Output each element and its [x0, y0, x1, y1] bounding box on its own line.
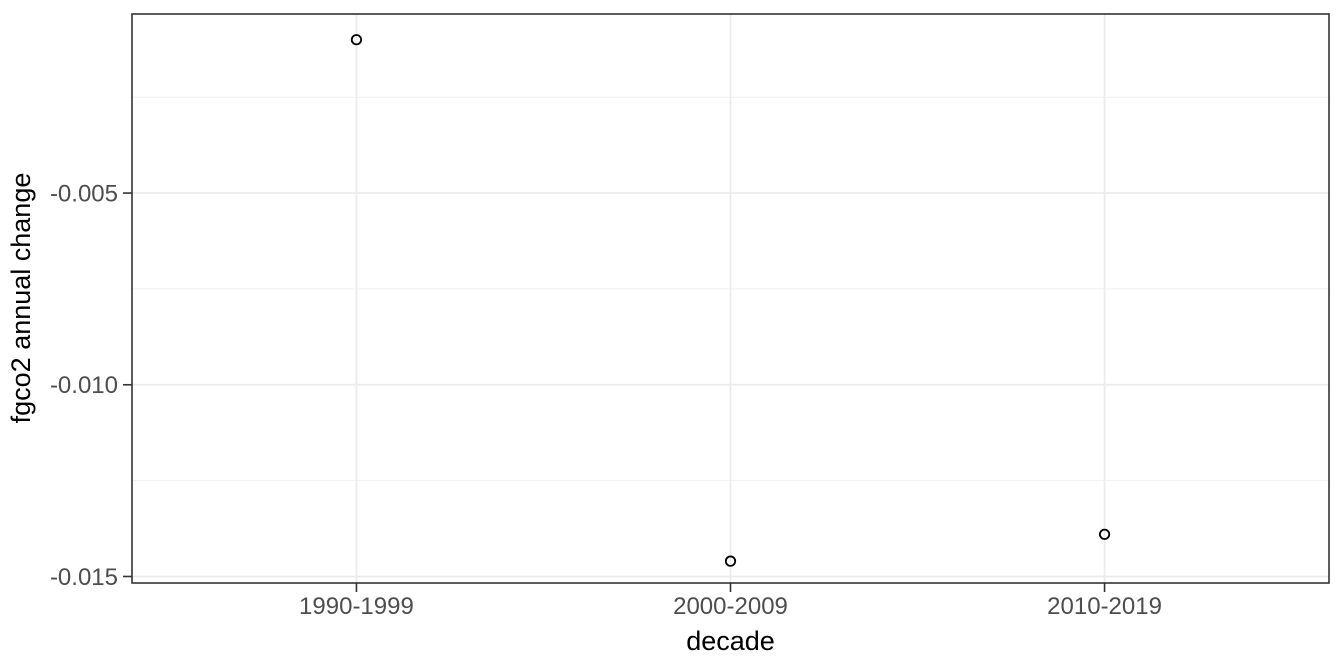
y-axis-title: fgco2 annual change: [6, 172, 36, 424]
y-tick-label: -0.010: [50, 372, 118, 399]
x-axis-title: decade: [686, 626, 775, 656]
x-tick-label: 2010-2019: [1047, 593, 1162, 620]
y-tick-label: -0.015: [50, 564, 118, 591]
x-tick-label: 2000-2009: [673, 593, 788, 620]
y-tick-label: -0.005: [50, 180, 118, 207]
data-point: [724, 555, 737, 567]
data-point: [1098, 528, 1111, 540]
x-tick-label: 1990-1999: [299, 593, 414, 620]
data-point: [350, 34, 363, 46]
